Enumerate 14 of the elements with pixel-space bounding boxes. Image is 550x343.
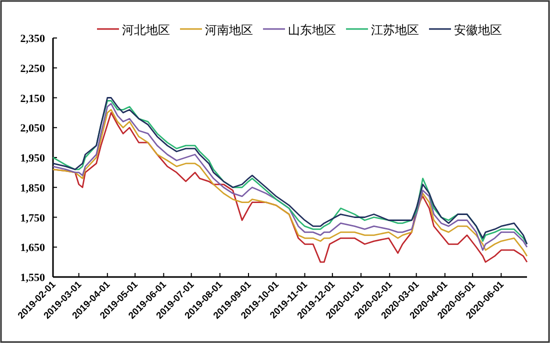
y-tick-label: 2,150 <box>20 92 46 105</box>
legend-label: 江苏地区 <box>371 23 419 37</box>
y-tick-label: 2,050 <box>20 122 46 135</box>
y-tick-label: 1,550 <box>20 272 46 284</box>
legend-label: 河南地区 <box>205 23 253 37</box>
legend-label: 河北地区 <box>122 23 170 37</box>
y-tick-label: 1,950 <box>20 152 46 164</box>
legend-label: 山东地区 <box>288 23 336 37</box>
y-tick-label: 1,750 <box>20 212 46 224</box>
legend-label: 安徽地区 <box>454 23 502 37</box>
y-tick-label: 1,850 <box>20 182 46 194</box>
y-tick-label: 1,650 <box>20 242 46 254</box>
y-tick-label: 2,350 <box>20 33 46 45</box>
y-tick-label: 2,250 <box>20 62 46 75</box>
